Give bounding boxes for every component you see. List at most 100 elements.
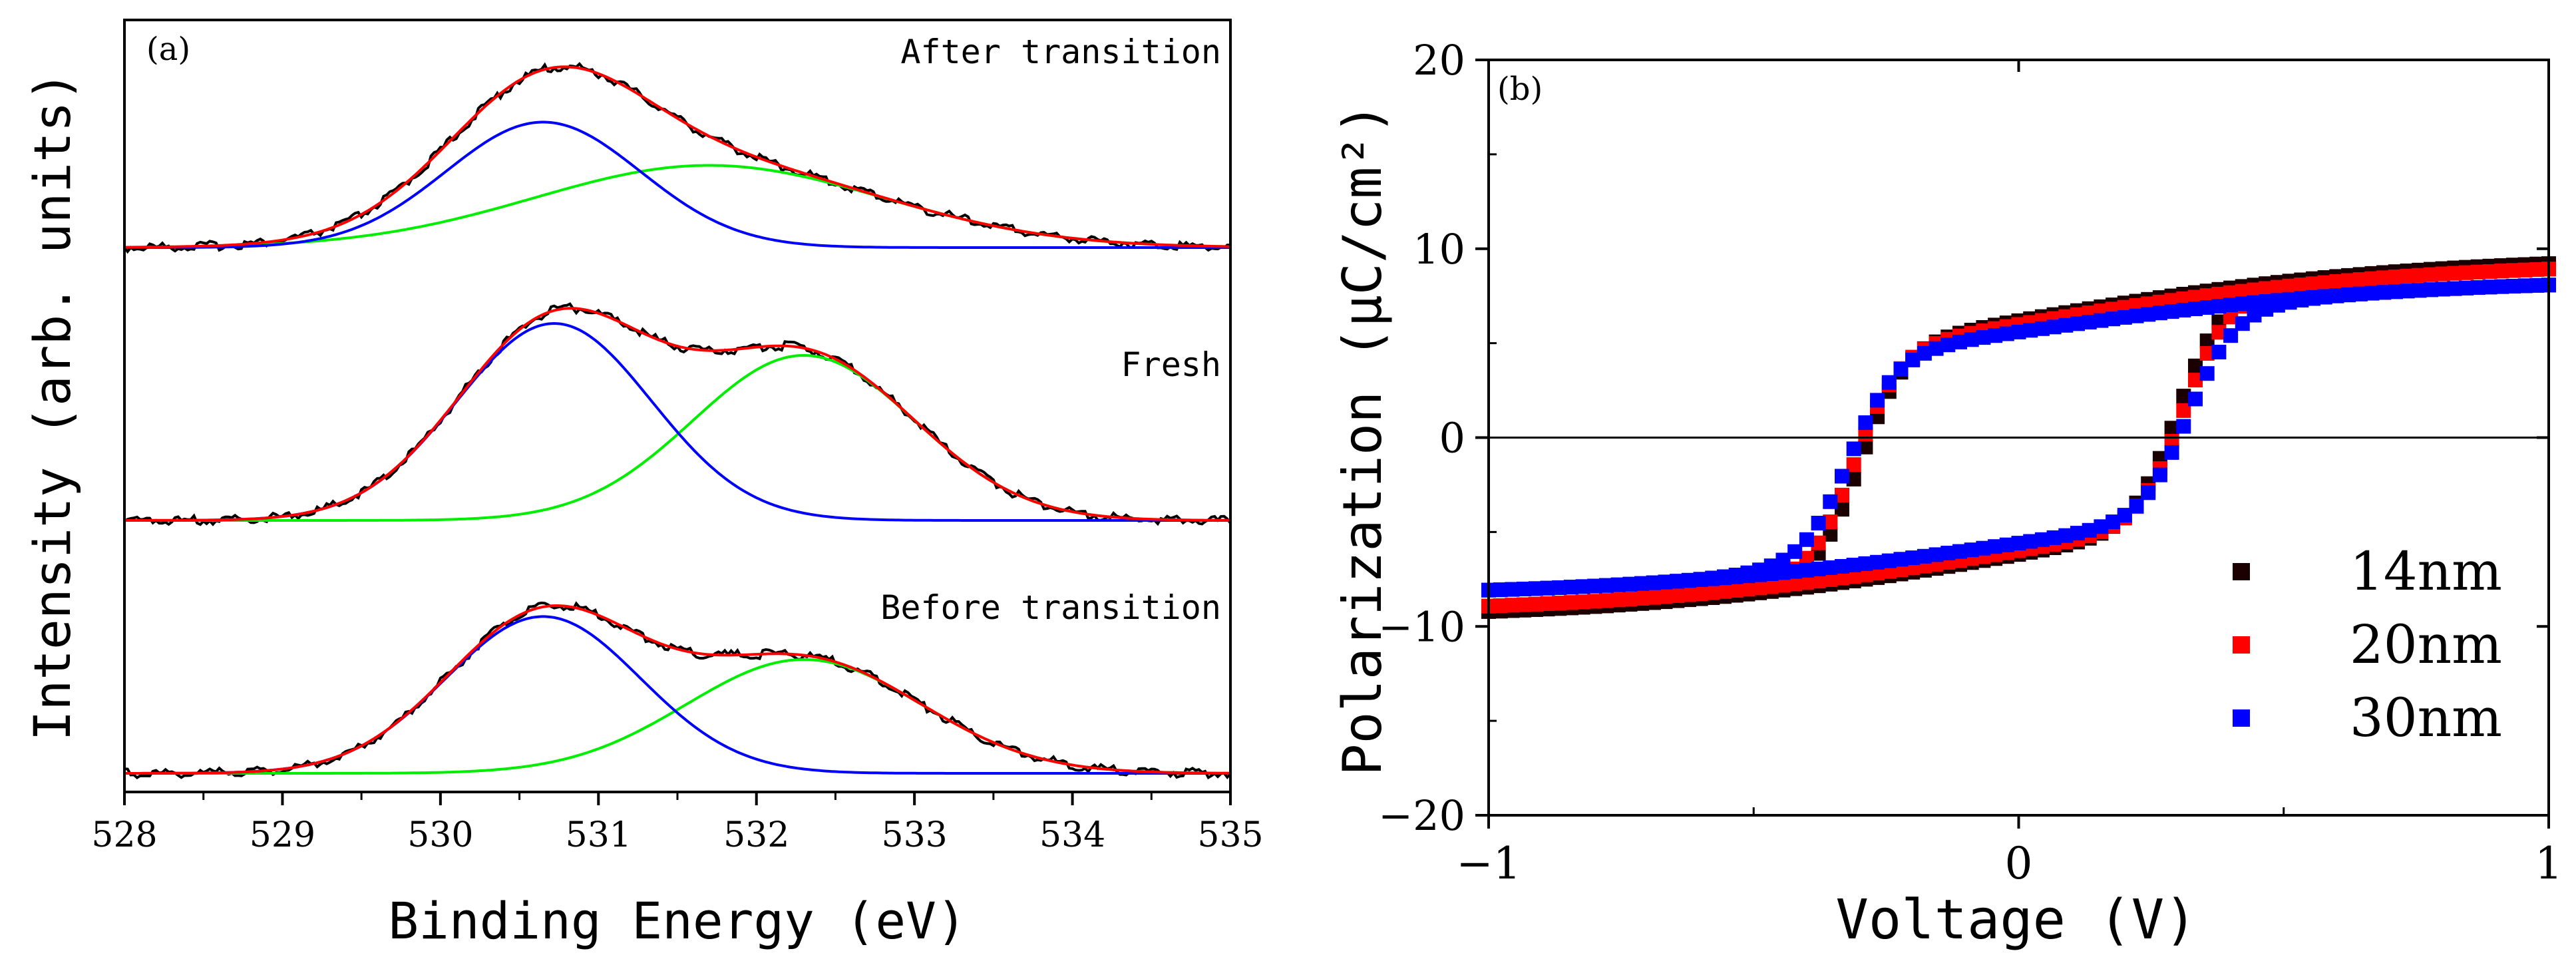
point-30nm [1799, 562, 1814, 578]
point-30nm [2199, 300, 2215, 315]
point-20nm [2376, 270, 2392, 286]
x-tick-label: 533 [882, 815, 948, 855]
point-20nm [1610, 592, 1626, 608]
fit-peak2-before-transition [124, 658, 1231, 775]
point-30nm [1505, 582, 1520, 597]
point-30nm [1940, 546, 1956, 560]
point-30nm [2152, 467, 2167, 483]
point-14nm [2199, 333, 2215, 349]
point-20nm [2199, 346, 2215, 361]
point-20nm [1787, 576, 1803, 592]
point-20nm [1717, 583, 1732, 598]
legend-label: 20nm [2350, 614, 2502, 676]
point-30nm [2270, 293, 2285, 308]
point-30nm [1905, 352, 1921, 367]
x-tick-label: 531 [566, 815, 632, 855]
point-20nm [1740, 580, 1755, 595]
point-30nm [1752, 562, 1767, 578]
legend-marker-30nm [2233, 709, 2250, 727]
point-30nm [2376, 285, 2392, 300]
xps-y-axis-label: Intensity (arb. units) [23, 71, 82, 741]
xps-panel: 528 529 530 531 532 533 534 535 (a) After trans… [23, 19, 1264, 950]
point-30nm [1775, 565, 1791, 580]
y-tick-label: 20 [1413, 36, 1465, 85]
point-20nm [2247, 282, 2262, 297]
point-30nm [2400, 284, 2415, 299]
point-30nm [1835, 559, 1849, 574]
point-30nm [2176, 303, 2191, 317]
point-30nm [2235, 296, 2250, 311]
point-20nm [1575, 594, 1590, 610]
point-30nm [1811, 516, 1826, 530]
point-30nm [1670, 574, 1685, 589]
point-30nm [1846, 441, 1861, 457]
point-30nm [1552, 580, 1567, 595]
point-30nm [2424, 282, 2438, 297]
point-30nm [1658, 574, 1673, 590]
x-tick-label: 528 [91, 815, 157, 855]
point-30nm [1646, 575, 1661, 590]
point-20nm [1646, 590, 1661, 605]
y-tick-label: −20 [1378, 791, 1465, 840]
point-14nm [1835, 502, 1849, 517]
x-tick-label: −1 [1456, 838, 1521, 889]
point-30nm [1763, 558, 1779, 574]
point-30nm [2494, 279, 2509, 294]
point-30nm [2352, 286, 2368, 301]
point-30nm [2141, 485, 2156, 500]
spectrum-label: After transition [900, 33, 1221, 71]
point-20nm [1528, 596, 1543, 612]
point-20nm [2341, 273, 2356, 288]
point-30nm [1740, 565, 1755, 580]
point-30nm [1905, 550, 1921, 566]
point-20nm [1622, 592, 1638, 607]
spectrum-label: Before transition [880, 588, 1221, 627]
point-20nm [2517, 262, 2533, 278]
point-20nm [2188, 373, 2203, 388]
point-30nm [1717, 569, 1732, 584]
point-20nm [2223, 309, 2239, 325]
point-30nm [2505, 279, 2521, 293]
x-tick-label: 529 [250, 815, 315, 855]
point-30nm [2152, 305, 2167, 321]
point-20nm [2447, 266, 2462, 281]
point-30nm [1964, 542, 1979, 558]
point-20nm [2435, 266, 2450, 282]
point-20nm [1563, 595, 1578, 610]
point-30nm [2129, 498, 2144, 513]
point-30nm [1999, 537, 2014, 552]
fit-peak2-after-transition [124, 164, 1231, 249]
point-20nm [1728, 582, 1744, 597]
point-30nm [2082, 522, 2097, 538]
point-20nm [2529, 262, 2545, 277]
point-30nm [2223, 328, 2239, 343]
point-30nm [2412, 283, 2427, 298]
point-30nm [2259, 294, 2274, 309]
point-30nm [2388, 284, 2403, 299]
fit-peak1-fresh [124, 321, 1230, 522]
point-30nm [2317, 289, 2332, 304]
legend-label: 14nm [2350, 540, 2502, 602]
point-30nm [2094, 519, 2109, 534]
point-20nm [2470, 264, 2485, 280]
point-30nm [2247, 307, 2262, 323]
point-20nm [1846, 569, 1861, 584]
point-20nm [2329, 274, 2344, 289]
point-30nm [1952, 334, 1967, 349]
point-20nm [1823, 572, 1838, 587]
point-14nm [2176, 389, 2191, 404]
point-20nm [2352, 272, 2368, 288]
point-30nm [1976, 540, 1991, 556]
point-30nm [2529, 278, 2545, 293]
point-30nm [2282, 291, 2297, 307]
point-30nm [2164, 304, 2179, 319]
point-20nm [2164, 293, 2179, 308]
point-30nm [2517, 278, 2533, 293]
point-30nm [1705, 570, 1720, 586]
point-30nm [1858, 556, 1873, 571]
fit-envelope-fresh [124, 307, 1231, 522]
point-30nm [2306, 290, 2320, 305]
